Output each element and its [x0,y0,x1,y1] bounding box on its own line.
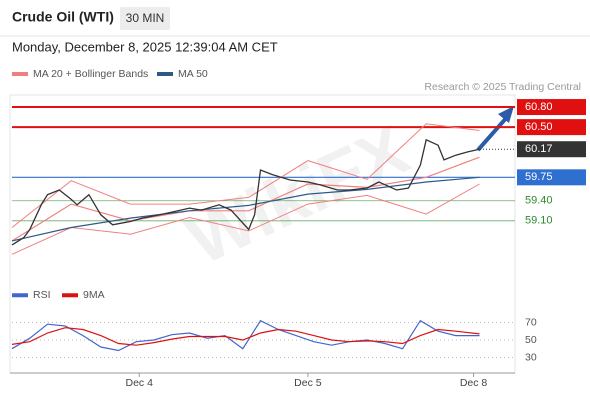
level-label: 59.10 [525,215,553,227]
source: Research © 2025 Trading Central [424,81,581,93]
x-tick-label: Dec 4 [126,377,154,389]
forecast-arrowhead [498,106,514,123]
series-line [11,319,480,352]
level-box [517,141,586,158]
level-label: 60.17 [525,143,553,155]
x-tick-label: Dec 5 [294,377,322,389]
price-line [11,138,480,246]
forecast-arrow [476,114,510,152]
legend-swatch [157,72,173,76]
series-line [11,156,480,242]
plot-layer: 60.80 60.50 60.17 59.75 59.40 59.10 MA 20 + Bo… [11,68,586,389]
level-label: 59.75 [525,171,553,183]
level-label: 60.80 [525,101,553,113]
level-box [517,119,586,136]
legend-label: 9MA [83,289,105,301]
series-line [11,327,480,346]
y-tick-label: 30 [525,351,537,363]
band-upper [11,123,480,228]
level-box [517,169,586,186]
legend-swatch [12,293,28,298]
timeframe-badge[interactable] [120,7,170,30]
instrument-title: Crude Oil (WTI) [12,9,114,25]
y-tick-label: 50 [525,334,537,346]
legend-swatch [62,293,78,298]
datetime: Monday, December 8, 2025 12:39:04 AM CET [12,39,278,54]
level-label: 60.50 [525,121,553,133]
band-lower [11,183,480,255]
series-line [11,176,480,242]
level-label: 59.40 [525,195,553,207]
level-box [517,99,586,116]
legend-label: MA 50 [178,68,208,80]
legend-label: MA 20 + Bollinger Bands [33,68,148,80]
timeframe[interactable]: 30 MIN [126,11,165,25]
legend-label: RSI [33,289,51,301]
legend-swatch [12,72,28,76]
y-tick-label: 70 [525,316,537,328]
x-tick-label: Dec 8 [460,377,488,389]
